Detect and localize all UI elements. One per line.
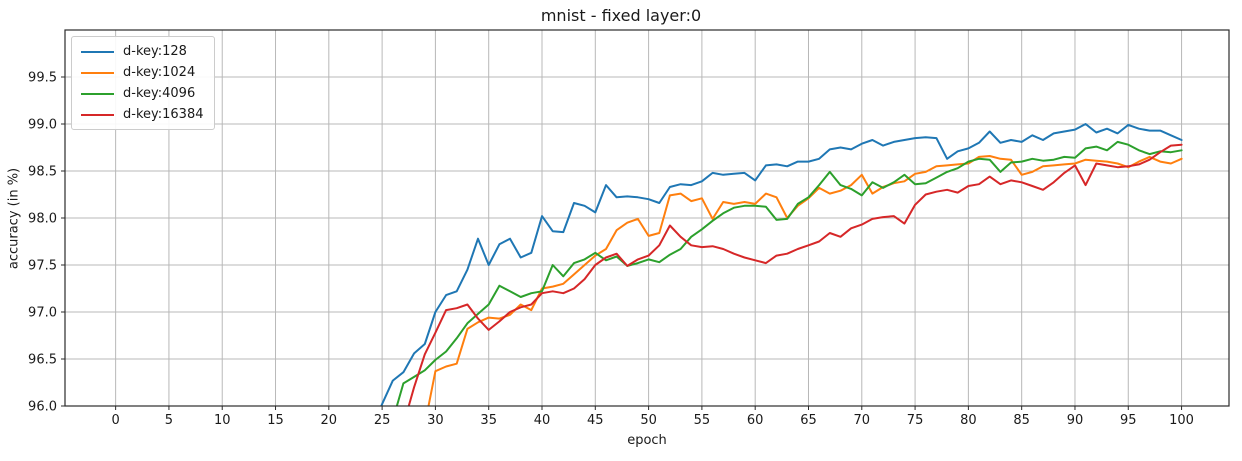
x-tick-label: 75 (907, 413, 924, 428)
series-line-d-key-16384 (407, 143, 1183, 406)
legend: d-key:128 d-key:1024 d-key:4096 d-key:16384 (71, 36, 215, 130)
legend-label: d-key:16384 (123, 107, 204, 122)
x-tick-label: 20 (321, 413, 338, 428)
x-tick-label: 25 (374, 413, 391, 428)
x-tick-label: 10 (214, 413, 231, 428)
legend-line-swatch (81, 71, 114, 74)
y-tick-label: 98.5 (28, 165, 57, 180)
legend-item-d-key-128: d-key:128 (81, 44, 204, 59)
y-tick-label: 99.5 (28, 71, 57, 86)
x-tick-label: 0 (111, 413, 119, 428)
legend-line-swatch (81, 92, 114, 95)
series-lines (380, 123, 1183, 406)
x-tick-label: 5 (165, 413, 173, 428)
legend-label: d-key:4096 (123, 86, 196, 101)
y-tick-label: 97.5 (28, 259, 57, 274)
x-tick-label: 60 (747, 413, 764, 428)
series-line-d-key-1024 (427, 155, 1183, 406)
x-tick-label: 40 (534, 413, 551, 428)
y-tick-label: 97.0 (28, 306, 57, 321)
x-tick-label: 85 (1013, 413, 1030, 428)
x-tick-label: 95 (1120, 413, 1137, 428)
y-tick-label: 99.0 (28, 118, 57, 133)
x-tick-label: 65 (800, 413, 817, 428)
y-tick-label: 96.0 (28, 400, 57, 415)
series-line-d-key-4096 (395, 140, 1183, 406)
legend-item-d-key-4096: d-key:4096 (81, 86, 204, 101)
x-tick-label: 15 (267, 413, 284, 428)
legend-line-swatch (81, 50, 114, 53)
x-axis: 0 5 10 15 20 25 30 35 40 45 50 55 60 65 70 75 80 85 90 95 10… (111, 406, 1194, 428)
gridlines (65, 30, 1229, 407)
y-axis: 96.0 96.5 97.0 97.5 98.0 98.5 99.0 99.5 (28, 71, 65, 415)
x-tick-label: 80 (960, 413, 977, 428)
x-axis-label: epoch (627, 433, 667, 448)
y-tick-label: 96.5 (28, 353, 57, 368)
x-tick-label: 55 (694, 413, 711, 428)
x-tick-label: 45 (587, 413, 604, 428)
legend-label: d-key:128 (123, 44, 187, 59)
x-tick-label: 50 (640, 413, 657, 428)
chart-title: mnist - fixed layer:0 (540, 6, 702, 25)
x-tick-label: 70 (854, 413, 871, 428)
y-axis-label: accuracy (in %) (6, 167, 22, 270)
y-tick-label: 98.0 (28, 212, 57, 227)
legend-line-swatch (81, 113, 114, 116)
x-tick-label: 90 (1067, 413, 1084, 428)
legend-item-d-key-16384: d-key:16384 (81, 107, 204, 122)
legend-item-d-key-1024: d-key:1024 (81, 65, 204, 80)
x-tick-label: 35 (480, 413, 497, 428)
x-tick-label: 30 (427, 413, 444, 428)
legend-label: d-key:1024 (123, 65, 196, 80)
series-line-d-key-128 (380, 123, 1183, 406)
x-tick-label: 100 (1169, 413, 1194, 428)
